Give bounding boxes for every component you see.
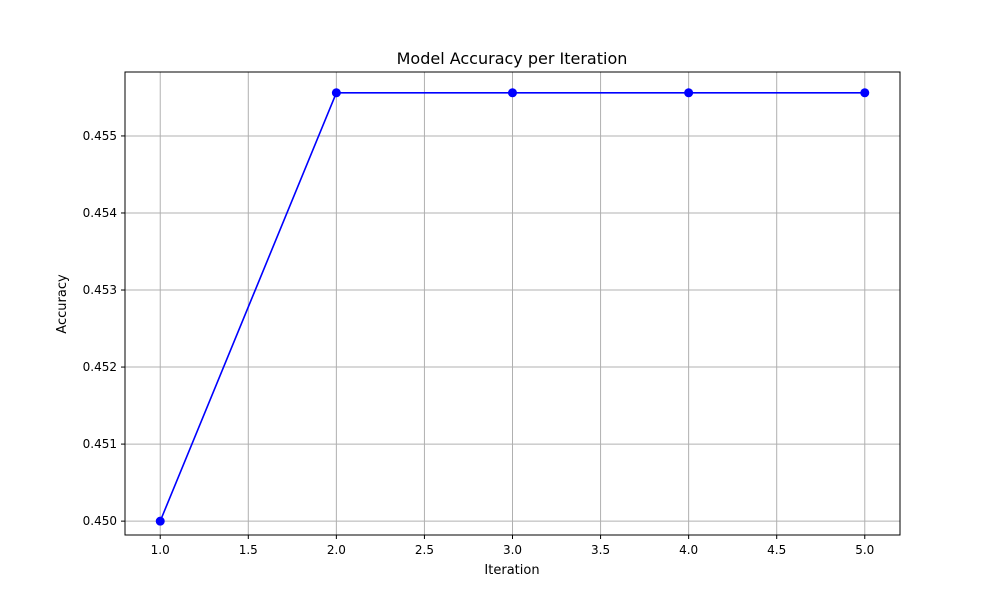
x-tick-label: 2.0	[327, 543, 346, 557]
x-axis-label: Iteration	[484, 563, 539, 578]
x-tick-label: 3.5	[591, 543, 610, 557]
y-tick-label: 0.452	[83, 360, 117, 374]
y-axis-label: Accuracy	[55, 274, 70, 334]
y-tick-label: 0.450	[83, 514, 117, 528]
grid	[125, 72, 900, 535]
x-tick-label: 4.0	[679, 543, 698, 557]
x-tick-label: 1.0	[151, 543, 170, 557]
x-tick-label: 2.5	[415, 543, 434, 557]
data-point	[508, 88, 517, 98]
y-tick-label: 0.454	[83, 206, 117, 220]
y-tick-label: 0.455	[83, 129, 117, 143]
y-tick-label: 0.453	[83, 283, 117, 297]
data-point	[155, 516, 165, 526]
chart-title: Model Accuracy per Iteration	[397, 49, 628, 68]
x-tick-label: 1.5	[239, 543, 258, 557]
data-point	[684, 88, 694, 98]
y-tick-label: 0.451	[83, 437, 117, 451]
data-point	[860, 88, 870, 98]
x-tick-label: 4.5	[767, 543, 786, 557]
axis-ticks: 1.0 1.5 2.0 2.5 3.0 3.5 4.0 4.5 5.0 0.450 0.451 0.4…	[83, 129, 875, 557]
x-tick-label: 3.0	[503, 543, 522, 557]
series-layer	[155, 88, 870, 526]
data-point	[331, 88, 341, 98]
x-tick-label: 5.0	[855, 543, 874, 557]
